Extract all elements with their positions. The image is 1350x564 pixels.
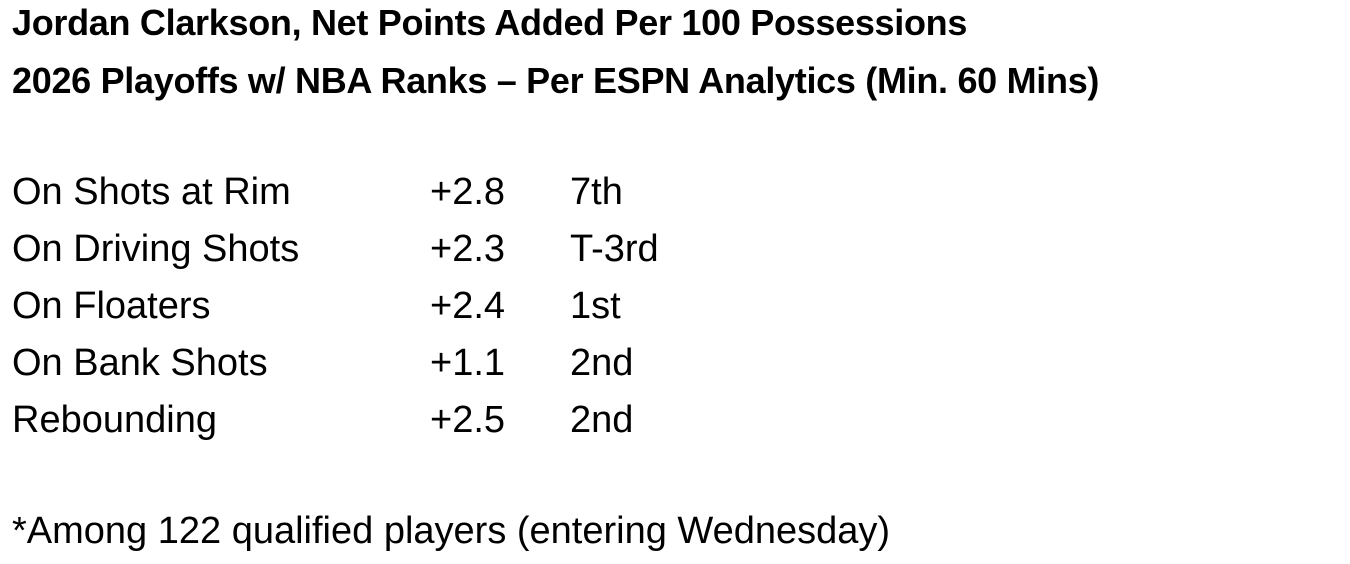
table-row: Rebounding +2.5 2nd: [12, 392, 770, 449]
stat-label: On Floaters: [12, 285, 211, 327]
title-block: Jordan Clarkson, Net Points Added Per 10…: [12, 0, 1099, 110]
table-row: On Bank Shots +1.1 2nd: [12, 335, 770, 392]
stat-value: +2.4: [430, 285, 506, 327]
stat-rank: T-3rd: [570, 228, 659, 270]
stat-value: +2.8: [430, 171, 506, 213]
stat-value: +1.1: [430, 342, 506, 384]
table-row: On Driving Shots +2.3 T-3rd: [12, 221, 770, 278]
stat-rank: 1st: [570, 285, 621, 327]
stat-label: On Shots at Rim: [12, 171, 291, 213]
table-row: On Floaters +2.4 1st: [12, 278, 770, 335]
stat-label: Rebounding: [12, 399, 217, 441]
stat-label: On Driving Shots: [12, 228, 300, 270]
document: Jordan Clarkson, Net Points Added Per 10…: [12, 0, 1342, 564]
stat-rank: 7th: [570, 171, 623, 213]
title-line-1: Jordan Clarkson, Net Points Added Per 10…: [12, 2, 968, 43]
stat-rank: 2nd: [570, 342, 634, 384]
stat-value: +2.5: [430, 399, 506, 441]
stat-rank: 2nd: [570, 399, 634, 441]
stat-label: On Bank Shots: [12, 342, 268, 384]
footnote: *Among 122 qualified players (entering W…: [12, 510, 891, 552]
title-line-2: 2026 Playoffs w/ NBA Ranks – Per ESPN An…: [12, 60, 1100, 101]
table-row: On Shots at Rim +2.8 7th: [12, 164, 770, 221]
stats-table: On Shots at Rim +2.8 7th On Driving Shot…: [12, 164, 770, 449]
stat-value: +2.3: [430, 228, 506, 270]
